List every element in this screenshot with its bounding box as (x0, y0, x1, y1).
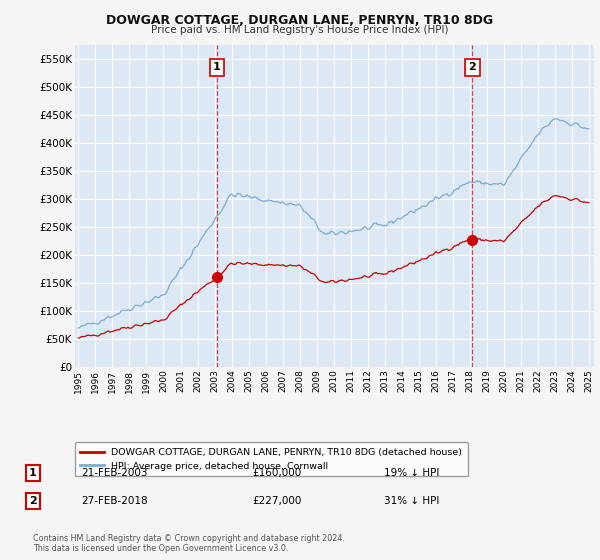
Text: 27-FEB-2018: 27-FEB-2018 (81, 496, 148, 506)
Text: Price paid vs. HM Land Registry's House Price Index (HPI): Price paid vs. HM Land Registry's House … (151, 25, 449, 35)
Text: Contains HM Land Registry data © Crown copyright and database right 2024.
This d: Contains HM Land Registry data © Crown c… (33, 534, 345, 553)
Text: 31% ↓ HPI: 31% ↓ HPI (384, 496, 439, 506)
Text: 21-FEB-2003: 21-FEB-2003 (81, 468, 148, 478)
Text: 2: 2 (469, 62, 476, 72)
Legend: DOWGAR COTTAGE, DURGAN LANE, PENRYN, TR10 8DG (detached house), HPI: Average pri: DOWGAR COTTAGE, DURGAN LANE, PENRYN, TR1… (74, 442, 468, 477)
Text: 1: 1 (29, 468, 37, 478)
Text: £227,000: £227,000 (252, 496, 301, 506)
Text: 2: 2 (29, 496, 37, 506)
Text: 1: 1 (213, 62, 221, 72)
Text: £160,000: £160,000 (252, 468, 301, 478)
Text: 19% ↓ HPI: 19% ↓ HPI (384, 468, 439, 478)
Text: DOWGAR COTTAGE, DURGAN LANE, PENRYN, TR10 8DG: DOWGAR COTTAGE, DURGAN LANE, PENRYN, TR1… (106, 14, 494, 27)
